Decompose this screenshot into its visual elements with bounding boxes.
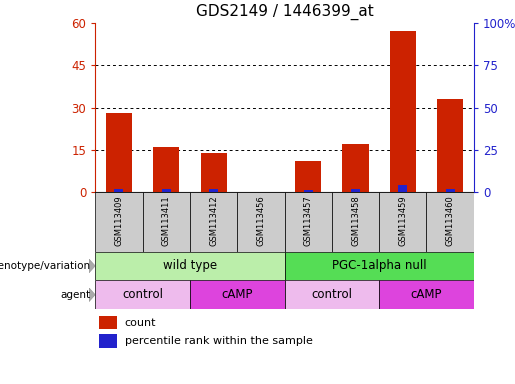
- Bar: [237, 192, 284, 252]
- Text: GSM113460: GSM113460: [445, 195, 455, 246]
- Bar: [95, 192, 143, 252]
- Title: GDS2149 / 1446399_at: GDS2149 / 1446399_at: [196, 4, 373, 20]
- Text: percentile rank within the sample: percentile rank within the sample: [125, 336, 313, 346]
- Bar: [284, 192, 332, 252]
- Bar: [99, 334, 117, 348]
- Text: wild type: wild type: [163, 260, 217, 272]
- Text: GSM113411: GSM113411: [162, 195, 171, 246]
- Bar: [95, 252, 284, 280]
- Bar: [295, 161, 321, 192]
- Bar: [209, 189, 218, 192]
- Bar: [143, 192, 190, 252]
- Bar: [379, 280, 474, 309]
- Bar: [445, 189, 455, 192]
- Text: GSM113457: GSM113457: [304, 195, 313, 246]
- Text: genotype/variation: genotype/variation: [0, 261, 90, 271]
- Bar: [342, 144, 369, 192]
- Text: GSM113458: GSM113458: [351, 195, 360, 246]
- Bar: [351, 189, 360, 192]
- Bar: [114, 189, 124, 192]
- Text: PGC-1alpha null: PGC-1alpha null: [332, 260, 426, 272]
- Bar: [200, 152, 227, 192]
- Polygon shape: [89, 288, 95, 302]
- Bar: [190, 192, 237, 252]
- Bar: [95, 280, 190, 309]
- Text: GSM113412: GSM113412: [209, 195, 218, 246]
- Text: cAMP: cAMP: [411, 288, 442, 301]
- Bar: [190, 280, 284, 309]
- Bar: [426, 192, 474, 252]
- Bar: [284, 280, 379, 309]
- Text: GSM113409: GSM113409: [114, 195, 124, 246]
- Bar: [162, 189, 171, 192]
- Text: GSM113459: GSM113459: [398, 195, 407, 246]
- Bar: [304, 190, 313, 192]
- Polygon shape: [89, 259, 95, 273]
- Text: GSM113456: GSM113456: [256, 195, 265, 246]
- Text: control: control: [122, 288, 163, 301]
- Text: control: control: [312, 288, 352, 301]
- Bar: [390, 31, 416, 192]
- Bar: [106, 113, 132, 192]
- Text: cAMP: cAMP: [221, 288, 253, 301]
- Bar: [398, 185, 407, 192]
- Bar: [99, 316, 117, 329]
- Bar: [437, 99, 463, 192]
- Bar: [379, 192, 426, 252]
- Text: agent: agent: [60, 290, 90, 300]
- Text: count: count: [125, 318, 156, 328]
- Bar: [332, 192, 379, 252]
- Bar: [153, 147, 179, 192]
- Bar: [284, 252, 474, 280]
